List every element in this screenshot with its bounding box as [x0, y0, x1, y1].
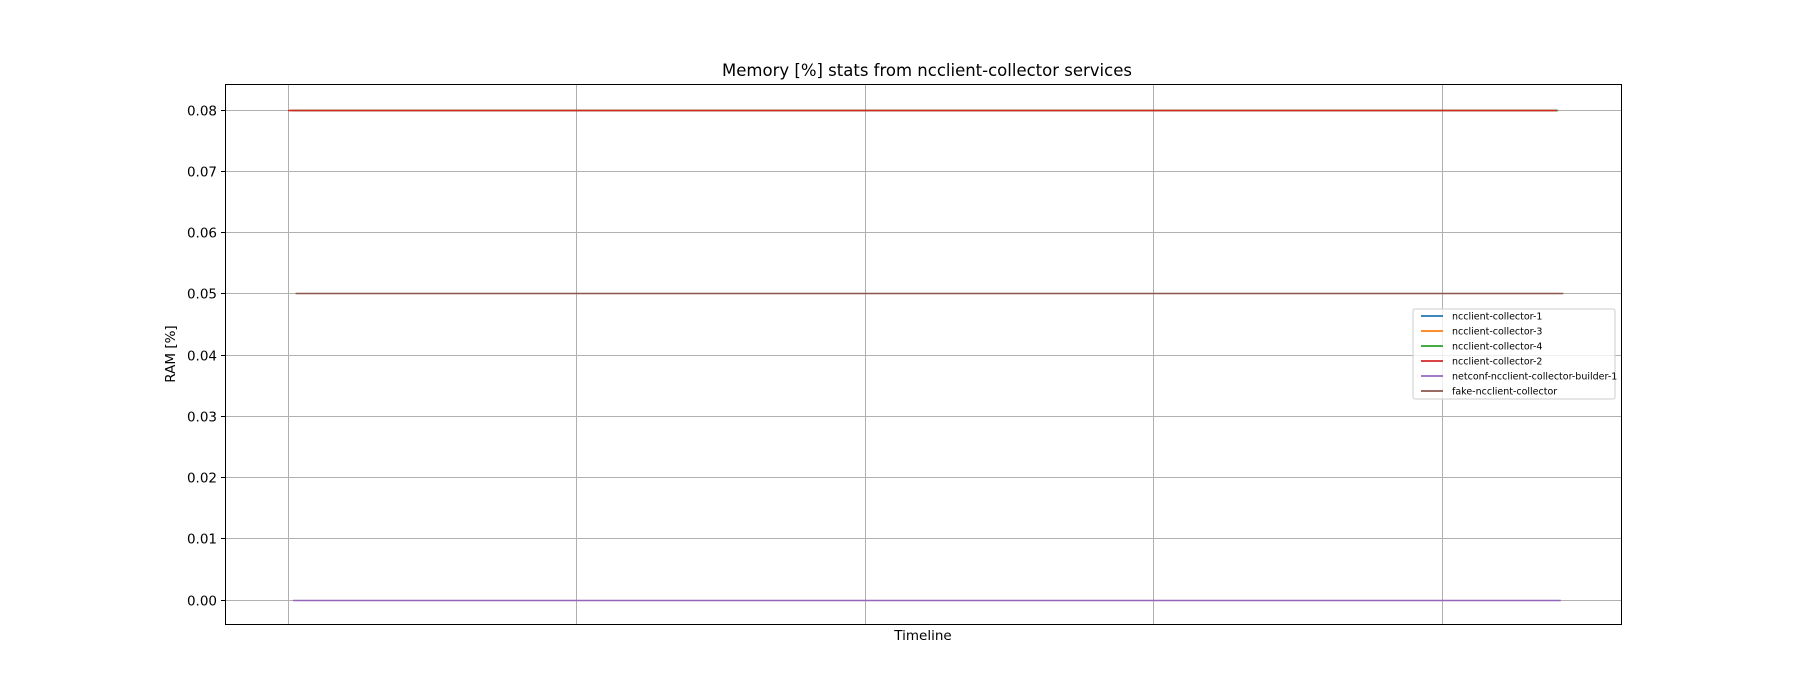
x-axis-label: Timeline — [893, 628, 951, 644]
y-tick-label: 0.08 — [187, 104, 217, 120]
legend-label: fake-ncclient-collector — [1452, 387, 1557, 398]
y-tick-label: 0.02 — [187, 471, 217, 487]
y-axis-label: RAM [%] — [163, 325, 179, 382]
y-axis-ticks: 0.00 0.01 0.02 0.03 0.04 0.05 0.06 0.07 0.08 — [187, 104, 226, 610]
legend-label: ncclient-collector-3 — [1452, 327, 1542, 338]
y-tick-label: 0.04 — [187, 349, 217, 365]
y-tick-label: 0.05 — [187, 287, 217, 303]
y-tick-label: 0.01 — [187, 532, 217, 548]
legend-label: ncclient-collector-4 — [1452, 342, 1542, 353]
y-tick-label: 0.07 — [187, 165, 217, 181]
y-tick-label: 0.03 — [187, 410, 217, 426]
legend: ncclient-collector-1 ncclient-collector-3… — [1412, 308, 1617, 400]
chart-title: Memory [%] stats from ncclient-collector… — [722, 61, 1132, 80]
legend-label: netconf-ncclient-collector-builder-1 — [1452, 372, 1617, 383]
legend-label: ncclient-collector-2 — [1452, 357, 1542, 368]
y-tick-label: 0.00 — [187, 594, 217, 610]
series-layer — [288, 109, 1564, 602]
plot-frame — [225, 84, 1622, 625]
y-tick-label: 0.06 — [187, 226, 217, 242]
legend-frame — [1412, 308, 1616, 400]
legend-label: ncclient-collector-1 — [1452, 312, 1542, 323]
